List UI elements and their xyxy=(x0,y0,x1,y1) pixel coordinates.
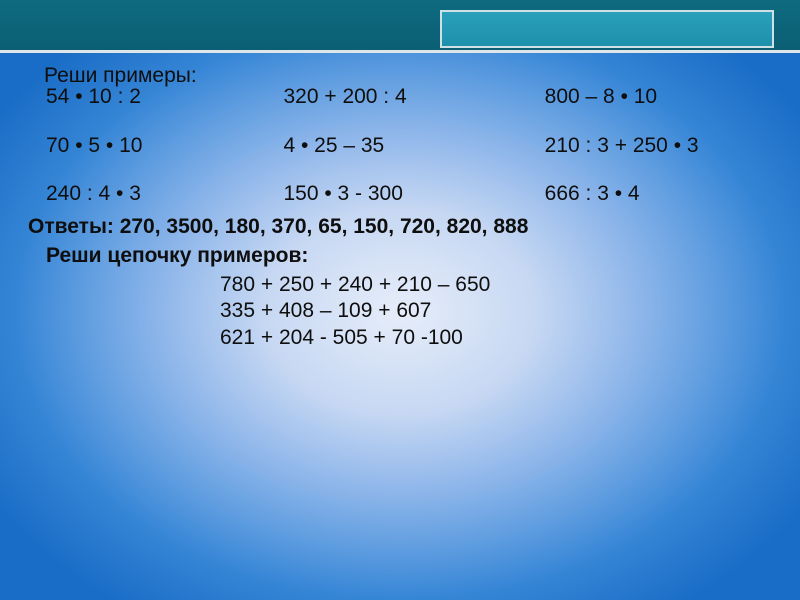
problem: 240 : 4 • 3 xyxy=(46,182,271,207)
answers: Ответы: 270, 3500, 180, 370, 65, 150, 72… xyxy=(28,215,790,240)
heading-chain: Реши цепочку примеров: xyxy=(46,244,790,269)
problem: 70 • 5 • 10 xyxy=(46,134,271,159)
problems-columns: 54 • 10 : 2 70 • 5 • 10 240 : 4 • 3 320 … xyxy=(10,85,790,209)
problem: 54 • 10 : 2 xyxy=(46,85,271,110)
spacer xyxy=(283,160,532,182)
slide: Реши примеры: 54 • 10 : 2 70 • 5 • 10 24… xyxy=(0,0,800,600)
chain-line: 780 + 250 + 240 + 210 – 650 xyxy=(220,273,790,298)
chain-block: 780 + 250 + 240 + 210 – 650 335 + 408 – … xyxy=(220,273,790,351)
spacer xyxy=(46,112,271,134)
chain-line: 335 + 408 – 109 + 607 xyxy=(220,299,790,324)
content: Реши примеры: 54 • 10 : 2 70 • 5 • 10 24… xyxy=(0,58,800,353)
spacer xyxy=(283,112,532,134)
spacer xyxy=(46,160,271,182)
column-2: 320 + 200 : 4 4 • 25 – 35 150 • 3 - 300 xyxy=(279,85,540,209)
spacer xyxy=(545,160,782,182)
problem: 666 : 3 • 4 xyxy=(545,182,782,207)
problem: 320 + 200 : 4 xyxy=(283,85,532,110)
chain-line: 621 + 204 - 505 + 70 -100 xyxy=(220,326,790,351)
problem: 4 • 25 – 35 xyxy=(283,134,532,159)
column-3: 800 – 8 • 10 210 : 3 + 250 • 3 666 : 3 •… xyxy=(541,85,790,209)
spacer xyxy=(545,112,782,134)
topbar xyxy=(0,0,800,53)
problem: 150 • 3 - 300 xyxy=(283,182,532,207)
column-1: 54 • 10 : 2 70 • 5 • 10 240 : 4 • 3 xyxy=(10,85,279,209)
problem: 800 – 8 • 10 xyxy=(545,85,782,110)
problem: 210 : 3 + 250 • 3 xyxy=(545,134,782,159)
